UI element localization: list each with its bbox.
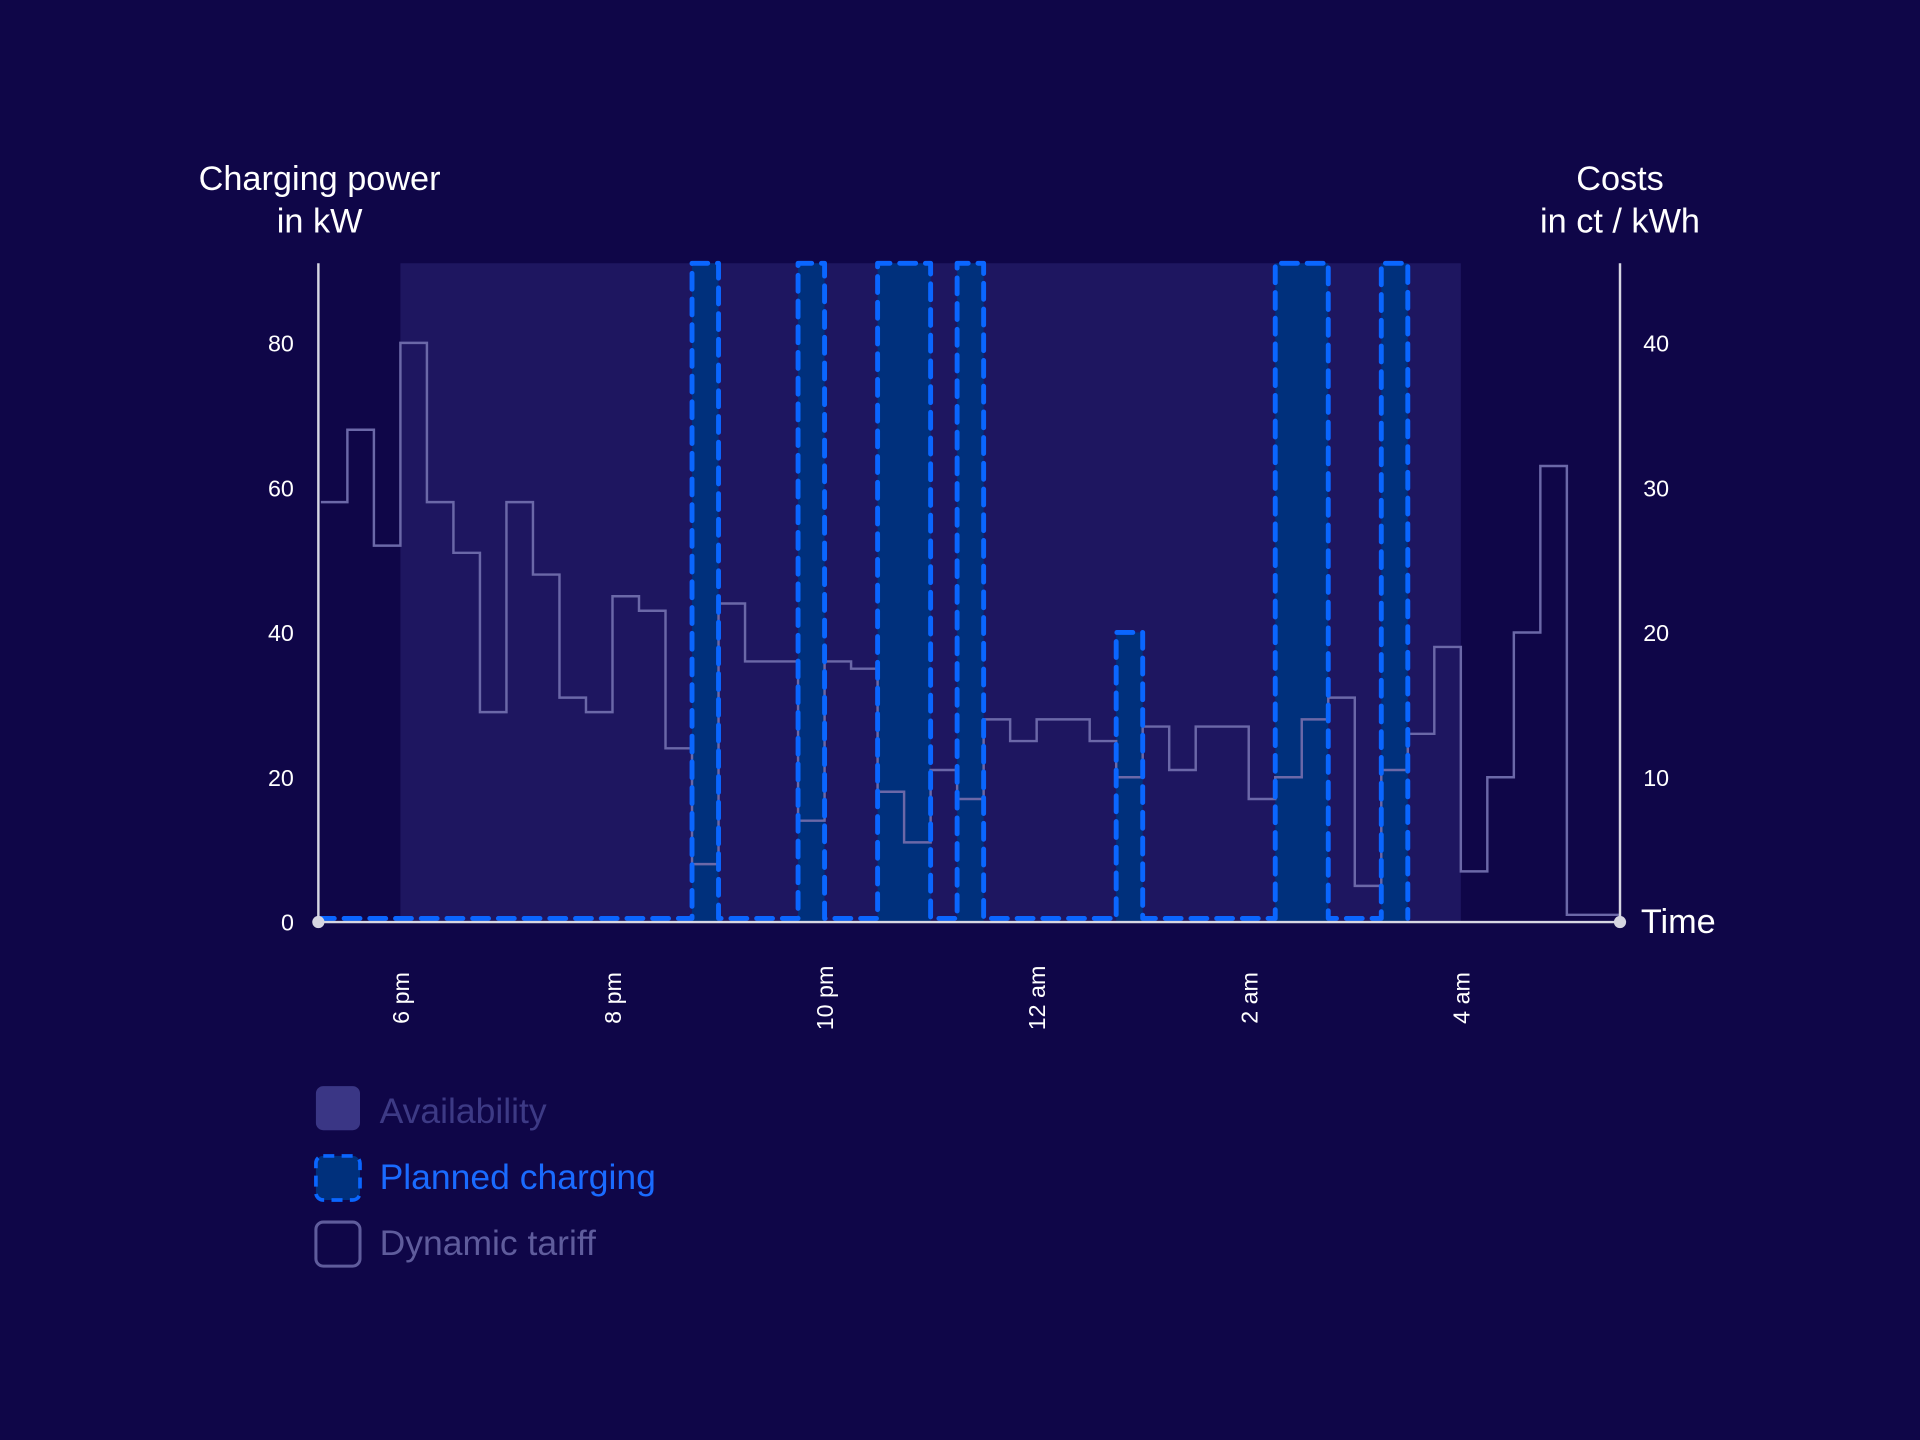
right-tick-label: 30 [1643,475,1669,501]
right-tick-labels: 10 20 30 40 [1643,330,1669,790]
x-axis-title: Time [1641,903,1716,941]
planned-charging-block [1275,263,1329,923]
left-tick-labels: 0 20 40 60 80 [268,330,294,935]
x-axis-origin-dot [312,915,325,929]
planned-charging-block [798,263,825,923]
planned-charging-block [957,263,984,923]
left-axis-title-line2: in kW [277,203,363,241]
x-tick-label: 10 pm [812,966,838,1031]
legend-swatch-planned-charging [314,1154,362,1202]
right-tick-label: 40 [1643,330,1669,356]
planned-charging-block [692,263,719,923]
legend-label-availability: Availability [380,1091,547,1131]
x-tick-label: 4 am [1448,972,1474,1024]
left-tick-label: 60 [268,475,294,501]
planned-charging-block [1381,263,1408,923]
right-axis-title-line2: in ct / kWh [1540,203,1700,241]
x-tick-label: 6 pm [388,972,414,1024]
legend-item-availability[interactable]: Availability [315,1086,547,1131]
legend: Availability Planned charging Dynamic ta… [314,1086,656,1268]
planned-charging-outline [315,260,1411,921]
left-tick-label: 80 [268,330,294,356]
x-tick-label: 12 am [1024,966,1050,1031]
x-tick-labels: 6 pm 8 pm 10 pm 12 am 2 am 4 am [388,966,1474,1031]
legend-label-dynamic-tariff: Dynamic tariff [380,1223,596,1263]
right-tick-label: 20 [1643,620,1669,646]
right-tick-label: 10 [1643,765,1669,791]
x-axis-end-dot [1613,915,1627,929]
x-tick-label: 2 am [1236,972,1262,1024]
left-tick-label: 0 [281,910,294,936]
legend-item-planned-charging[interactable]: Planned charging [314,1154,656,1202]
left-tick-label: 40 [268,620,294,646]
x-tick-label: 8 pm [600,972,626,1024]
legend-item-dynamic-tariff[interactable]: Dynamic tariff [314,1220,596,1268]
left-tick-label: 20 [268,765,294,791]
legend-swatch-dynamic-tariff [314,1220,362,1268]
axes [312,263,1627,929]
legend-label-planned-charging: Planned charging [380,1157,656,1197]
right-axis-title-line1: Costs [1576,160,1664,198]
left-axis-title-line1: Charging power [199,160,441,198]
legend-swatch-availability [315,1086,360,1131]
planned-charging-line [315,260,1411,921]
